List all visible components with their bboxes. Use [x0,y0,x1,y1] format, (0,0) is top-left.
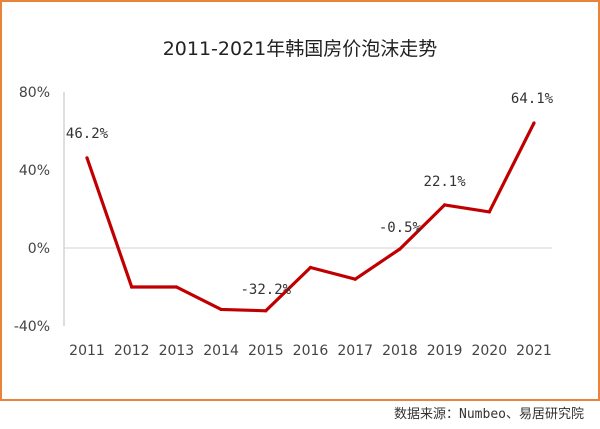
data-point [219,307,223,312]
data-point [532,121,536,125]
data-point [487,210,491,214]
x-tick-label: 2020 [471,343,507,359]
chart-frame [0,0,600,401]
data-point [353,277,357,281]
y-tick-label: 40% [19,163,50,179]
y-tick-label: 0% [28,241,50,257]
data-point [398,247,402,251]
x-tick-label: 2012 [114,343,150,359]
data-label: 64.1% [511,91,554,107]
x-tick-label: 2016 [293,343,329,359]
data-label: -32.2% [241,282,292,298]
x-tick-label: 2014 [203,343,239,359]
data-point [443,203,447,207]
series-line [85,122,536,313]
x-tick-label: 2017 [337,343,373,359]
x-tick-label: 2019 [427,343,463,359]
x-tick-label: 2013 [159,343,195,359]
x-tick-label: 2018 [382,343,418,359]
data-point [130,285,134,289]
y-tick-label: 80% [19,85,50,101]
data-point [308,265,313,270]
data-point [264,309,268,313]
x-tick-label: 2021 [516,343,552,359]
y-tick-label: -40% [14,319,50,335]
source-note: 数据来源：Numbeo、易居研究院 [394,407,584,422]
data-label: 46.2% [66,126,109,142]
data-label: 22.1% [424,174,467,190]
data-point [85,156,89,160]
data-label: -0.5% [379,220,422,236]
x-tick-label: 2015 [248,343,284,359]
data-point [174,285,178,289]
chart-title: 2011-2021年韩国房价泡沫走势 [162,38,438,60]
x-tick-label: 2011 [69,343,105,359]
